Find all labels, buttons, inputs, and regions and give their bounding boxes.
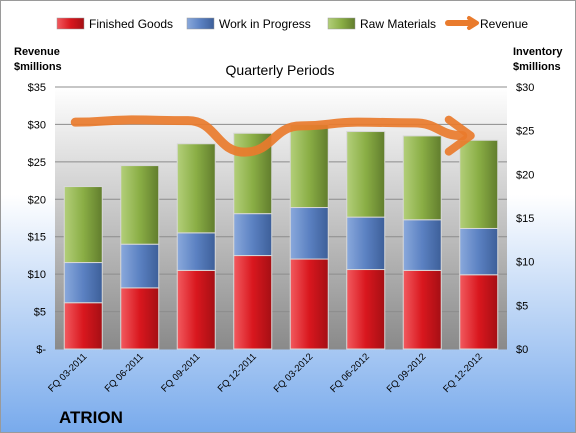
bar-work-in-progress-0 xyxy=(63,262,103,304)
bar-finished-goods-5 xyxy=(346,269,386,350)
right-tick-label: $10 xyxy=(516,257,534,269)
left-tick-label: $35 xyxy=(28,82,46,94)
bar-raw-materials-1 xyxy=(120,165,160,245)
legend-item-raw-materials: Raw Materials xyxy=(327,17,436,31)
bar-raw-materials-5 xyxy=(346,131,386,218)
bar-work-in-progress-6 xyxy=(402,219,442,271)
bar-stacks xyxy=(63,124,499,350)
legend-item-finished-goods: Finished Goods xyxy=(56,17,173,31)
legend-swatch-raw-materials xyxy=(327,17,356,30)
left-tick-label: $15 xyxy=(28,232,46,244)
right-tick-label: $0 xyxy=(516,344,528,356)
bar-work-in-progress-5 xyxy=(346,216,386,271)
bar-raw-materials-4 xyxy=(289,124,329,209)
left-tick-label: $- xyxy=(36,344,46,356)
bar-work-in-progress-4 xyxy=(289,207,329,260)
revenue-arrowhead xyxy=(444,115,475,156)
legend-item-revenue: Revenue xyxy=(445,16,528,31)
left-tick-label: $30 xyxy=(28,119,46,131)
bar-work-in-progress-7 xyxy=(459,227,499,276)
bar-raw-materials-7 xyxy=(459,139,499,229)
legend-label-finished-goods: Finished Goods xyxy=(89,17,173,31)
right-axis-title-line1: Inventory xyxy=(513,46,563,58)
bar-finished-goods-1 xyxy=(120,287,160,350)
bar-work-in-progress-1 xyxy=(120,243,160,289)
left-axis-title-line1: Revenue xyxy=(14,46,60,58)
left-axis-title-line2: $millions xyxy=(14,61,62,73)
right-tick-label: $30 xyxy=(516,82,534,94)
bar-finished-goods-3 xyxy=(233,255,273,350)
right-tick-label: $20 xyxy=(516,169,534,181)
legend: Finished Goods Work in Progress Raw Materi… xyxy=(56,16,528,31)
bar-work-in-progress-2 xyxy=(176,232,216,271)
legend-label-revenue: Revenue xyxy=(480,17,528,31)
bar-raw-materials-6 xyxy=(402,135,442,221)
legend-label-raw-materials: Raw Materials xyxy=(360,17,436,31)
legend-swatch-work-in-progress xyxy=(186,17,215,30)
bar-finished-goods-2 xyxy=(176,269,216,350)
company-name: ATRION xyxy=(59,408,123,427)
legend-item-work-in-progress: Work in Progress xyxy=(186,17,311,31)
right-tick-label: $25 xyxy=(516,126,534,138)
bar-finished-goods-7 xyxy=(459,274,499,350)
legend-swatch-finished-goods xyxy=(56,17,85,30)
right-tick-label: $5 xyxy=(516,300,528,312)
right-axis-title-line2: $millions xyxy=(513,61,561,73)
chart-subtitle: Quarterly Periods xyxy=(226,62,335,78)
left-tick-label: $10 xyxy=(28,269,46,281)
bar-raw-materials-2 xyxy=(176,143,216,234)
bar-finished-goods-0 xyxy=(63,302,103,350)
revenue-line-path xyxy=(70,115,468,157)
bar-raw-materials-0 xyxy=(63,186,103,264)
left-tick-label: $5 xyxy=(34,307,46,319)
revenue-line xyxy=(70,115,475,157)
right-tick-label: $15 xyxy=(516,213,534,225)
bar-finished-goods-4 xyxy=(289,258,329,350)
bar-work-in-progress-3 xyxy=(233,213,273,257)
left-tick-label: $25 xyxy=(28,157,46,169)
left-tick-label: $20 xyxy=(28,194,46,206)
legend-label-work-in-progress: Work in Progress xyxy=(219,17,311,31)
legend-swatch-arrowhead xyxy=(467,16,479,30)
bar-finished-goods-6 xyxy=(402,269,442,350)
